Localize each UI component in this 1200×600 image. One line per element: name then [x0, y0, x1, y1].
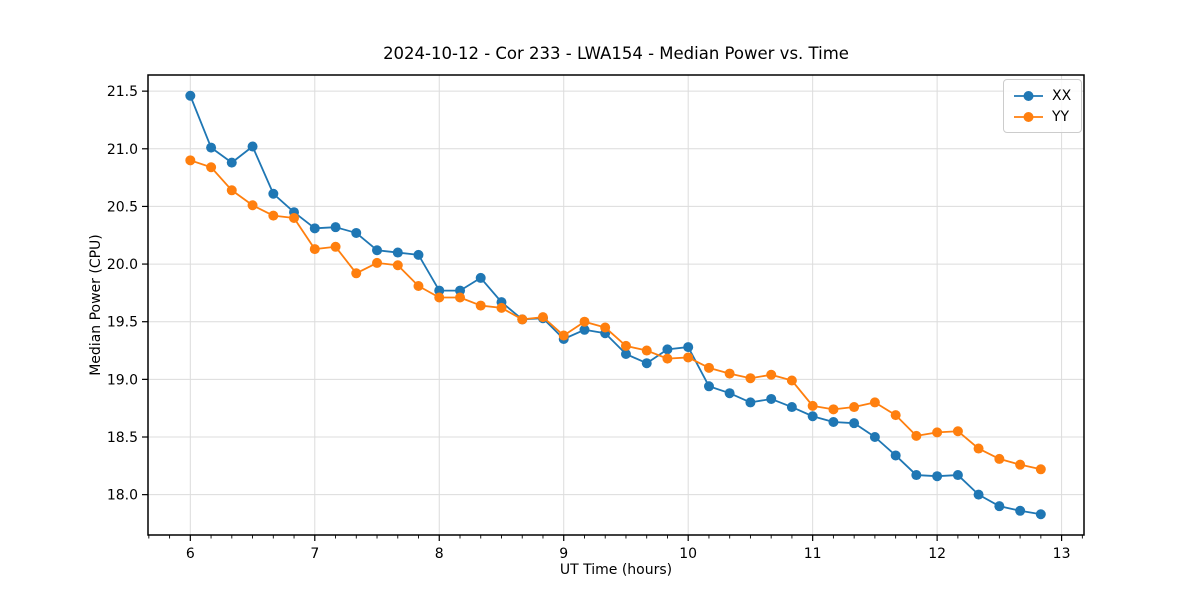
x-axis-label: UT Time (hours)	[559, 562, 673, 578]
svg-text:11: 11	[804, 546, 822, 562]
yy-series-line-marker-icon	[1014, 111, 1043, 122]
legend-item-xx: XX	[1013, 85, 1071, 106]
svg-text:8: 8	[435, 546, 444, 562]
svg-text:21.5: 21.5	[107, 84, 138, 100]
xx-series-line-marker-icon	[1014, 90, 1043, 101]
svg-text:9: 9	[559, 546, 568, 562]
x-ticks: 6 7 8 9 10 11 12 13	[186, 535, 1071, 562]
svg-text:20.0: 20.0	[107, 257, 138, 273]
legend-item-yy: YY	[1013, 106, 1071, 127]
axes-spines	[147, 74, 1085, 536]
svg-text:19.5: 19.5	[107, 315, 138, 331]
legend: XX YY	[1003, 79, 1083, 133]
y-axis-label: Median Power (CPU)	[88, 234, 104, 376]
svg-text:19.0: 19.0	[107, 372, 138, 388]
legend-label-xx: XX	[1052, 87, 1072, 104]
svg-text:12: 12	[928, 546, 946, 562]
svg-text:7: 7	[310, 546, 319, 562]
svg-text:21.0: 21.0	[107, 142, 138, 158]
svg-text:18.5: 18.5	[107, 430, 138, 446]
chart-title: 2024-10-12 - Cor 233 - LWA154 - Median P…	[383, 44, 849, 63]
svg-text:10: 10	[679, 546, 697, 562]
y-ticks: 18.0 18.5 19.0 19.5 20.0 20.5 21.0 21.5	[107, 84, 148, 504]
grid-lines	[148, 75, 1084, 535]
legend-label-yy: YY	[1052, 108, 1070, 125]
svg-text:18.0: 18.0	[107, 488, 138, 504]
svg-text:6: 6	[186, 546, 195, 562]
series-yy	[185, 155, 1046, 475]
svg-text:13: 13	[1053, 546, 1071, 562]
svg-text:20.5: 20.5	[107, 199, 138, 215]
